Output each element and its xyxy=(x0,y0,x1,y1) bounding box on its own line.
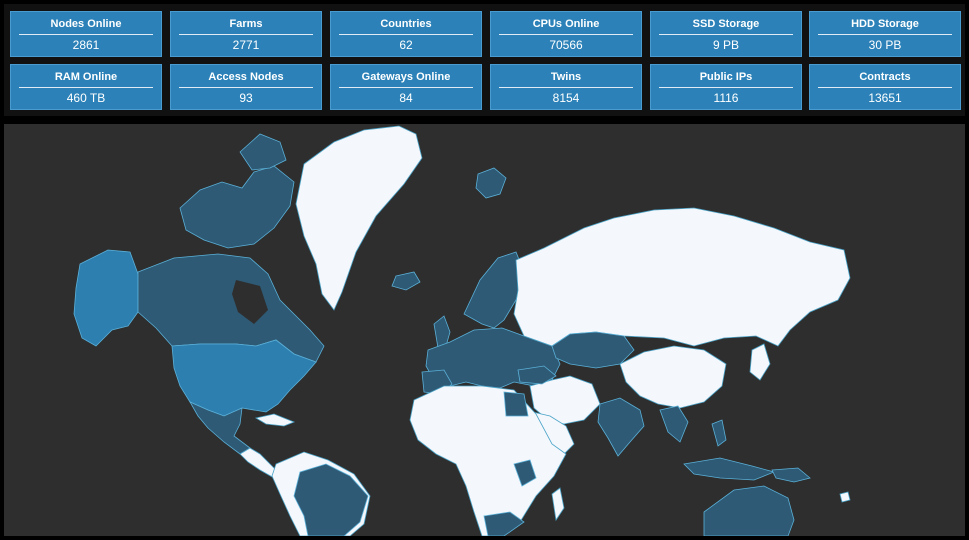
country-southeast-asia[interactable] xyxy=(659,405,689,443)
stat-value: 2771 xyxy=(232,38,260,52)
stat-divider xyxy=(179,87,313,88)
stat-card-nodes-online: Nodes Online 2861 xyxy=(10,11,162,57)
country-australia[interactable] xyxy=(703,485,795,536)
stat-label: Nodes Online xyxy=(50,18,122,30)
country-cuba[interactable] xyxy=(254,413,296,427)
stat-value: 1116 xyxy=(713,91,739,105)
stat-divider xyxy=(19,34,153,35)
stat-card-gateways-online: Gateways Online 84 xyxy=(330,64,482,110)
country-usa[interactable] xyxy=(171,339,317,417)
stat-label: RAM Online xyxy=(54,71,118,83)
country-iceland[interactable] xyxy=(391,271,421,291)
country-usa-alaska[interactable] xyxy=(73,249,139,347)
country-brazil[interactable] xyxy=(293,463,369,536)
country-papua[interactable] xyxy=(771,467,811,483)
country-china[interactable] xyxy=(619,345,727,409)
stat-divider xyxy=(818,34,952,35)
stat-divider xyxy=(818,87,952,88)
stat-divider xyxy=(339,87,473,88)
stat-label: SSD Storage xyxy=(692,18,760,30)
country-kazakhstan[interactable] xyxy=(551,331,635,369)
country-uk[interactable] xyxy=(433,315,451,349)
stat-value: 9 PB xyxy=(712,38,739,52)
stat-card-hdd-storage: HDD Storage 30 PB xyxy=(809,11,961,57)
country-russia[interactable] xyxy=(513,207,851,347)
stat-label: Public IPs xyxy=(699,71,753,83)
stat-divider xyxy=(499,87,633,88)
stat-divider xyxy=(499,34,633,35)
stat-label: Gateways Online xyxy=(361,71,451,83)
stat-card-access-nodes: Access Nodes 93 xyxy=(170,64,322,110)
stat-card-twins: Twins 8154 xyxy=(490,64,642,110)
stat-divider xyxy=(659,87,793,88)
stat-label: Farms xyxy=(229,18,263,30)
stat-card-ram-online: RAM Online 460 TB xyxy=(10,64,162,110)
stat-label: HDD Storage xyxy=(851,18,919,30)
country-kenya[interactable] xyxy=(513,459,537,487)
stat-label: Access Nodes xyxy=(208,71,284,83)
stat-card-public-ips: Public IPs 1116 xyxy=(650,64,802,110)
stat-label: CPUs Online xyxy=(532,18,600,30)
stat-value: 62 xyxy=(399,38,413,52)
stat-value: 13651 xyxy=(868,91,902,105)
country-canada-islands-north[interactable] xyxy=(239,133,287,171)
stat-card-ssd-storage: SSD Storage 9 PB xyxy=(650,11,802,57)
stat-value: 8154 xyxy=(552,91,580,105)
country-turkey[interactable] xyxy=(517,365,557,385)
stat-label: Twins xyxy=(550,71,582,83)
stat-divider xyxy=(339,34,473,35)
stat-divider xyxy=(19,87,153,88)
stat-label: Contracts xyxy=(859,71,911,83)
country-canada-islands[interactable] xyxy=(179,165,295,249)
country-japan[interactable] xyxy=(749,343,771,381)
world-map[interactable] xyxy=(4,124,965,536)
country-greenland[interactable] xyxy=(295,125,423,311)
stat-value: 84 xyxy=(399,91,413,105)
country-svalbard[interactable] xyxy=(475,167,507,199)
stat-card-farms: Farms 2771 xyxy=(170,11,322,57)
country-new-zealand[interactable] xyxy=(839,491,851,503)
stat-label: Countries xyxy=(380,18,432,30)
stat-value: 70566 xyxy=(549,38,583,52)
stat-value: 2861 xyxy=(72,38,100,52)
country-mexico[interactable] xyxy=(189,401,251,455)
stats-panel: Nodes Online 2861 Farms 2771 Countries 6… xyxy=(4,4,965,116)
stat-divider xyxy=(179,34,313,35)
stat-card-countries: Countries 62 xyxy=(330,11,482,57)
stat-value: 30 PB xyxy=(868,38,902,52)
stat-value: 93 xyxy=(239,91,253,105)
stat-card-contracts: Contracts 13651 xyxy=(809,64,961,110)
country-india[interactable] xyxy=(597,397,645,457)
country-indonesia[interactable] xyxy=(683,457,776,481)
country-madagascar[interactable] xyxy=(551,487,565,522)
world-map-svg[interactable] xyxy=(4,124,965,536)
country-philippines[interactable] xyxy=(711,419,727,447)
stat-card-cpus-online: CPUs Online 70566 xyxy=(490,11,642,57)
stat-value: 460 TB xyxy=(66,91,106,105)
stat-divider xyxy=(659,34,793,35)
country-egypt[interactable] xyxy=(503,391,529,417)
country-south-africa[interactable] xyxy=(483,511,525,536)
